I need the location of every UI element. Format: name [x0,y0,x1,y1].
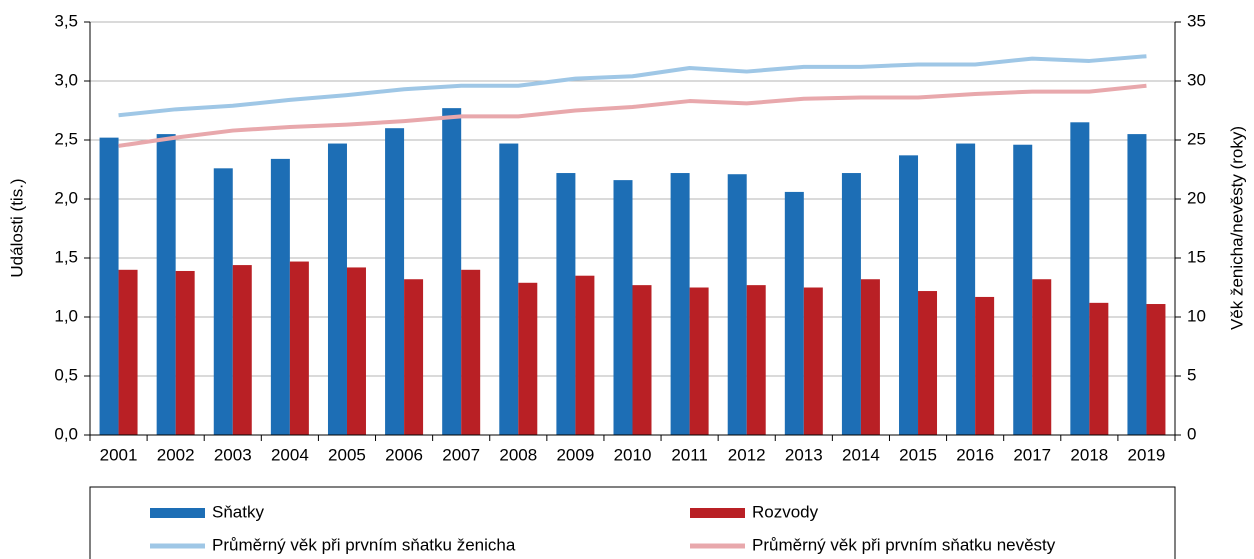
bar [975,296,995,435]
bar [461,269,481,435]
bar [575,275,595,435]
x-tick-label: 2016 [956,445,994,464]
bar [841,173,861,436]
y2-axis-label: Věk ženicha/nevěsty (roky) [1227,126,1246,330]
x-tick-label: 2012 [728,445,766,464]
y2-tick-label: 15 [1187,247,1206,266]
bar [1089,302,1109,435]
legend-label: Průměrný věk při prvním sňatku nevěsty [752,535,1056,554]
bar [613,180,633,435]
bar [746,285,766,435]
x-tick-label: 2014 [842,445,880,464]
y-tick-label: 3,0 [54,70,78,89]
y-tick-label: 3,5 [54,11,78,30]
legend-box [89,486,1176,559]
bar [118,269,138,435]
x-tick-label: 2003 [214,445,252,464]
y2-tick-label: 30 [1187,70,1206,89]
bar [1146,304,1166,435]
bar [1013,144,1033,435]
bar [175,270,195,435]
bar [899,155,919,435]
x-tick-label: 2002 [157,445,195,464]
x-tick-label: 2008 [499,445,537,464]
y-tick-label: 2,5 [54,129,78,148]
y2-tick-label: 20 [1187,188,1206,207]
bar [670,173,690,436]
bar [404,279,424,435]
y-tick-label: 1,0 [54,306,78,325]
x-tick-label: 2004 [271,445,309,464]
x-tick-label: 2011 [671,445,708,464]
x-tick-label: 2005 [328,445,366,464]
x-tick-label: 2018 [1070,445,1108,464]
bar [442,108,462,435]
bar [232,265,252,435]
y-tick-label: 0,0 [54,424,78,443]
bar [289,261,309,435]
y-tick-label: 2,0 [54,188,78,207]
y-tick-label: 1,5 [54,247,78,266]
bar [1032,279,1052,435]
legend-swatch [150,508,205,518]
bar [270,158,290,435]
bar [803,287,823,435]
x-tick-label: 2013 [785,445,823,464]
bar [385,128,405,435]
y2-tick-label: 35 [1187,11,1206,30]
y2-tick-label: 10 [1187,306,1206,325]
line [118,54,1147,118]
bar [99,137,119,435]
bar [689,287,709,435]
bar [860,279,880,435]
bar [556,173,576,436]
bar [956,143,976,436]
bar [1127,134,1147,435]
y-tick-label: 0,5 [54,365,78,384]
x-tick-label: 2015 [899,445,937,464]
bar [518,282,538,435]
bar [499,143,519,436]
bar [327,143,347,436]
x-tick-label: 2019 [1128,445,1166,464]
bar [918,291,938,435]
legend-label: Sňatky [212,502,264,521]
y2-tick-label: 0 [1187,424,1196,443]
x-tick-label: 2007 [442,445,480,464]
legend-swatch [690,508,745,518]
legend-label: Průměrný věk při prvním sňatku ženicha [212,535,516,554]
legend-label: Rozvody [752,502,819,521]
bar [346,267,366,435]
y2-tick-label: 25 [1187,129,1206,148]
bar [156,134,176,435]
x-tick-label: 2006 [385,445,423,464]
x-tick-label: 2017 [1013,445,1051,464]
bar [727,174,747,435]
y-axis-label: Události (tis.) [7,178,26,277]
x-tick-label: 2001 [100,445,138,464]
x-tick-label: 2010 [614,445,652,464]
line [118,83,1147,148]
x-tick-label: 2009 [556,445,594,464]
y2-tick-label: 5 [1187,365,1196,384]
bar [784,191,804,435]
bar [213,168,233,435]
bar [1070,122,1090,436]
bar [632,285,652,435]
